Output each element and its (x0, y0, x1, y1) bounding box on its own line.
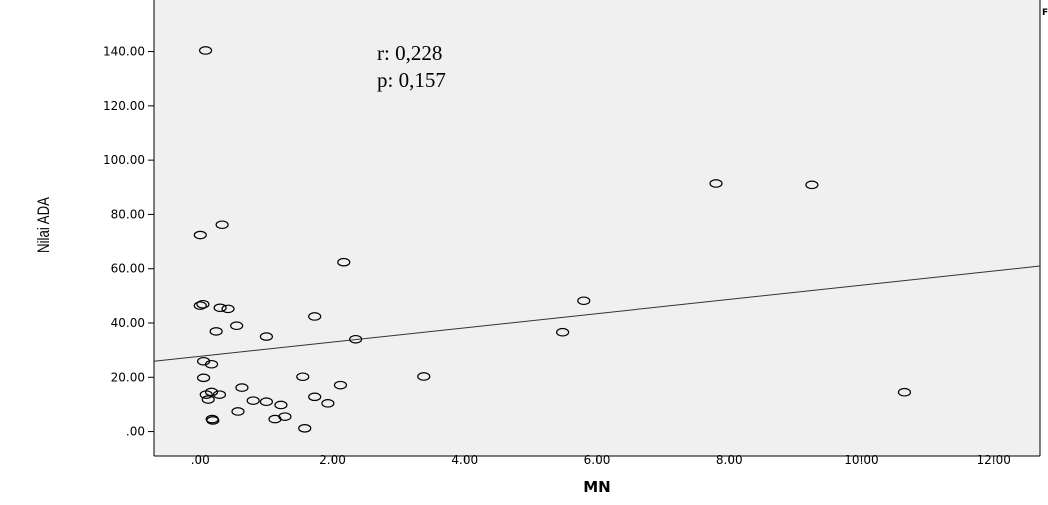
annotation-p: p: 0,157 (377, 68, 446, 92)
data-point (198, 46, 213, 55)
data-point (349, 334, 363, 344)
y-tick-label: 140.00 (103, 45, 145, 59)
data-point (709, 179, 723, 188)
data-point (246, 396, 260, 405)
x-tick-label: 2.00 (319, 453, 346, 467)
fit-line (153, 265, 1041, 362)
annotation-r: r: 0,228 (377, 41, 442, 65)
y-axis: .00 20.00 40.00 60.00 80.00 100.00 120.00 140.0… (103, 45, 154, 439)
data-point (193, 230, 207, 240)
data-point (897, 387, 912, 397)
data-point (274, 400, 288, 410)
data-point (201, 395, 215, 404)
data-point (417, 372, 431, 381)
data-point (221, 304, 235, 314)
corner-label: F (1042, 8, 1048, 18)
plot-area (154, 0, 1040, 456)
data-point (196, 299, 210, 309)
data-point (212, 390, 227, 399)
y-tick-label: 40.00 (111, 316, 145, 330)
data-point (215, 220, 229, 230)
x-tick-label: .00 (191, 453, 210, 467)
data-point (308, 312, 322, 321)
y-tick-label: 100.00 (103, 153, 145, 167)
x-tick-label: 8.00 (716, 453, 743, 467)
data-point (259, 332, 274, 341)
data-point (259, 397, 274, 407)
data-point (196, 373, 211, 383)
y-tick-label: 80.00 (111, 207, 145, 221)
y-tick-label: .00 (126, 425, 145, 439)
data-point (805, 180, 819, 190)
data-point (321, 399, 335, 408)
data-point (577, 296, 591, 306)
data-point (213, 303, 227, 313)
data-points (193, 46, 912, 433)
data-point (296, 372, 310, 382)
y-tick-label: 20.00 (111, 370, 145, 384)
data-point (333, 380, 348, 390)
data-point (230, 321, 244, 331)
y-tick-label: 60.00 (111, 262, 145, 276)
data-point (209, 327, 223, 336)
data-point (206, 416, 220, 425)
x-axis-title: MN (583, 478, 610, 496)
x-tick-label: 12.00 (977, 453, 1011, 467)
data-point (204, 359, 219, 369)
x-axis: .00 2.00 4.00 6.00 8.00 10.00 12.00 (191, 453, 1011, 467)
x-tick-label: 4.00 (451, 453, 478, 467)
data-point (231, 407, 245, 416)
x-tick-label: 10.00 (844, 453, 878, 467)
x-tick-label: 6.00 (584, 453, 611, 467)
y-tick-label: 120.00 (103, 99, 145, 113)
data-point (556, 327, 570, 337)
fit-line-group (153, 265, 1041, 362)
data-point (308, 392, 322, 402)
data-point (278, 412, 292, 421)
data-point (204, 387, 219, 397)
data-point (298, 424, 312, 433)
y-axis-title: Nilai ADA (35, 196, 54, 253)
data-point (337, 257, 351, 267)
data-point (235, 383, 249, 392)
data-point (193, 301, 207, 310)
